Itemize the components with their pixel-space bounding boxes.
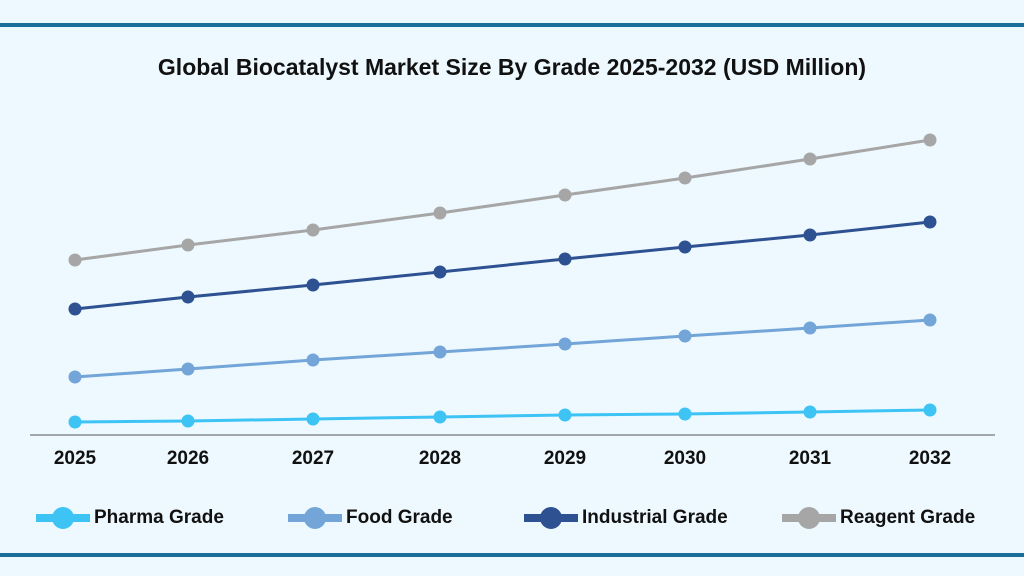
x-tick-label: 2029 [544,448,586,469]
series-line-reagent-grade [74,138,931,262]
data-point [678,329,692,343]
data-point [923,403,937,417]
data-point [803,228,817,242]
legend-label: Pharma Grade [94,507,224,528]
x-tick-label: 2031 [789,448,832,469]
data-point [181,362,195,376]
x-tick-label: 2026 [167,448,209,469]
data-point [678,407,692,421]
legend-swatch-icon [288,506,342,530]
legend-swatch-icon [524,506,578,530]
data-point [68,302,82,316]
data-point [923,133,937,147]
bottom-rule [0,553,1024,557]
data-point [678,240,692,254]
data-point [433,345,447,359]
data-point [306,412,320,426]
legend-item: Pharma Grade [36,506,224,530]
data-point [433,265,447,279]
data-point [923,215,937,229]
chart-title: Global Biocatalyst Market Size By Grade … [157,54,867,80]
legend-swatch-icon [782,506,836,530]
legend-item: Reagent Grade [782,506,975,530]
data-point [68,253,82,267]
legend-label: Industrial Grade [582,507,728,528]
legend-item: Industrial Grade [524,506,728,530]
data-point [803,152,817,166]
data-point [68,370,82,384]
data-point [433,410,447,424]
legend-swatch-icon [36,506,90,530]
legend-item: Food Grade [288,506,453,530]
data-point [558,252,572,266]
legend-label: Reagent Grade [840,507,976,528]
data-point [181,238,195,252]
data-point [803,321,817,335]
top-rule [0,23,1024,27]
data-point [433,206,447,220]
data-point [181,290,195,304]
data-point [558,408,572,422]
data-point [923,313,937,327]
data-point [803,405,817,419]
data-point [181,414,195,428]
data-point [306,223,320,237]
x-tick-label: 2030 [664,448,706,469]
x-tick-label: 2028 [419,448,461,469]
data-point [558,337,572,351]
data-point [558,188,572,202]
data-point [678,171,692,185]
legend-label: Food Grade [346,507,453,528]
series-line-industrial-grade [74,220,931,311]
x-tick-label: 2025 [54,448,97,469]
x-tick-label: 2027 [292,448,334,469]
data-point [306,278,320,292]
series-line-food-grade [74,318,931,379]
x-tick-label: 2032 [909,448,951,469]
data-point [306,353,320,367]
legend: Pharma Grade Food Grade Industrial Grade Re… [0,506,1024,536]
data-point [68,415,82,429]
series-line-pharma-grade [74,408,931,424]
